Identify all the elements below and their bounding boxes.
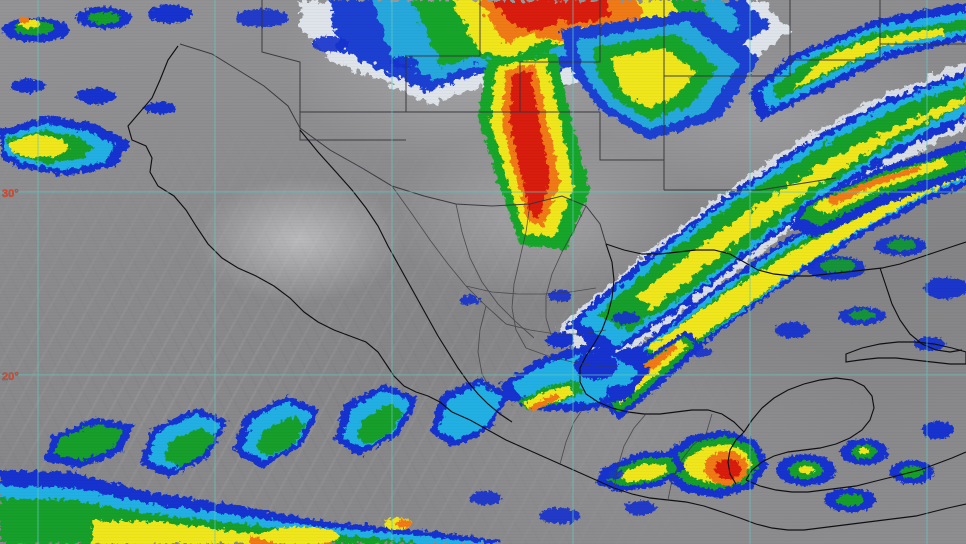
mexico-gulf-coast xyxy=(579,243,745,433)
us-mexico-border xyxy=(179,43,607,245)
central-america-caribbean-coast xyxy=(745,451,966,493)
latitude-label-20: 20° xyxy=(2,371,19,383)
us-gulf-coast xyxy=(605,241,966,277)
central-america-pacific-coast xyxy=(739,503,966,531)
latitude-label-30: 30° xyxy=(2,188,19,200)
gulf-of-california-east-coast xyxy=(299,129,513,423)
yucatan-peninsula-coast xyxy=(743,377,875,481)
mexico-pacific-coast xyxy=(451,411,741,519)
us-state-borders xyxy=(261,0,966,191)
cuba-coast xyxy=(845,341,966,365)
baja-california-coast xyxy=(127,45,453,413)
florida-peninsula xyxy=(879,267,963,353)
campeche-bay-coast xyxy=(727,431,745,485)
mexico-state-borders xyxy=(391,185,713,501)
